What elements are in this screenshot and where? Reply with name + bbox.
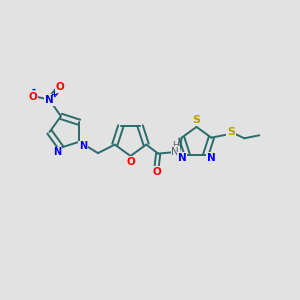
Text: N: N (45, 95, 54, 105)
Text: S: S (227, 127, 235, 137)
Text: O: O (126, 157, 135, 167)
Text: H: H (172, 141, 179, 150)
Text: O: O (56, 82, 64, 92)
Text: N: N (79, 141, 87, 151)
Text: N: N (207, 153, 215, 163)
Text: N: N (53, 147, 61, 157)
Text: O: O (152, 167, 161, 177)
Text: N: N (171, 147, 179, 157)
Text: N: N (178, 153, 186, 163)
Text: +: + (50, 90, 57, 99)
Text: S: S (193, 115, 200, 125)
Text: -: - (31, 85, 35, 95)
Text: O: O (29, 92, 38, 102)
